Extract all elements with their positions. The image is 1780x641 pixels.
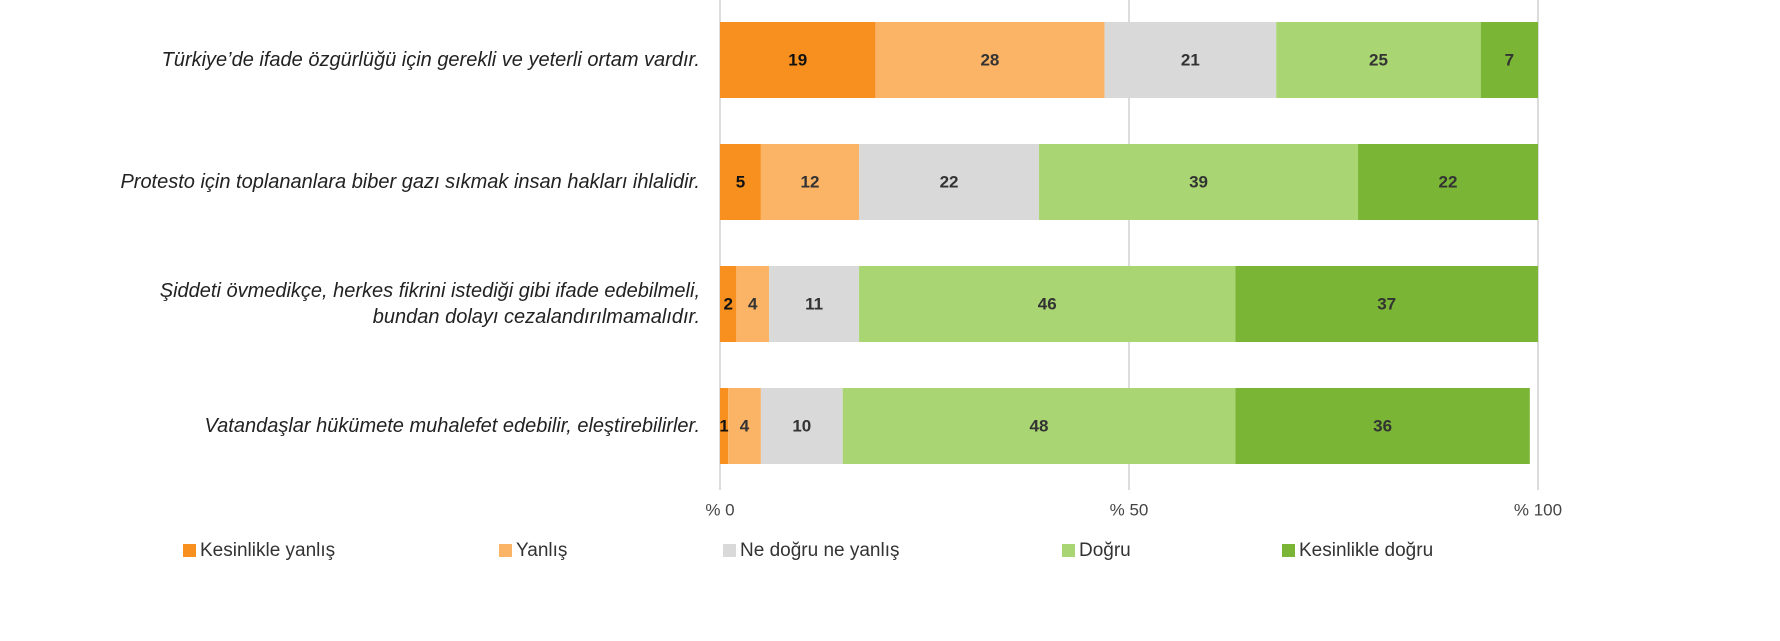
bar-segment [1235,388,1530,464]
data-label: 4 [740,416,750,435]
data-label: 1 [719,416,728,435]
bar-segment [1104,22,1277,98]
legend-swatch [1062,544,1075,557]
category-label: Türkiye’de ifade özgürlüğü için gerekli … [161,49,700,71]
legend-label: Ne doğru ne yanlış [740,540,900,561]
data-label: 25 [1369,50,1388,69]
bar-segment [859,144,1040,220]
category-label: Şiddeti övmedikçe, herkes fikrini istedi… [159,280,700,328]
bar-segment [760,144,860,220]
bar-segment [720,22,876,98]
bar-segment [720,266,737,342]
legend-label: Doğru [1079,540,1131,561]
data-label: 46 [1038,294,1057,313]
bar-segment [736,266,770,342]
data-label: 36 [1373,416,1392,435]
bar-segment [1480,22,1538,98]
data-label: 5 [736,172,745,191]
bar-segment [760,388,843,464]
data-label: 12 [801,172,820,191]
data-label: 48 [1030,416,1049,435]
bar-segment [720,144,761,220]
legend-label: Kesinlikle doğru [1299,540,1433,561]
bar-segment [1039,144,1359,220]
bar-segment [728,388,761,464]
category-label: Vatandaşlar hükümete muhalefet edebilir,… [204,415,700,437]
legend-swatch [1282,544,1295,557]
category-label: Protesto için toplananlara biber gazı sı… [120,171,700,193]
data-label: 7 [1505,50,1514,69]
x-tick-label: % 100 [1514,500,1562,519]
data-label: 11 [805,294,823,313]
bar-segment [1235,266,1538,342]
data-label: 4 [748,294,758,313]
bar-segment [720,388,729,464]
bar-segment [875,22,1105,98]
data-label: 22 [940,172,959,191]
data-label: 10 [792,416,811,435]
data-label: 21 [1181,50,1200,69]
data-label: 28 [980,50,999,69]
legend-swatch [499,544,512,557]
data-label: 39 [1189,172,1208,191]
data-label: 19 [788,50,807,69]
bar-segment [1358,144,1538,220]
data-label: 2 [723,294,732,313]
legend-swatch [183,544,196,557]
bar-segment [1276,22,1481,98]
x-tick-label: % 0 [705,500,734,519]
legend-label: Yanlış [516,540,567,561]
bar-segment [769,266,860,342]
bar-segment [842,388,1236,464]
data-label: 37 [1377,294,1396,313]
data-label: 22 [1439,172,1458,191]
legend-label: Kesinlikle yanlış [200,540,335,561]
bar-segment [859,266,1236,342]
legend-swatch [723,544,736,557]
x-tick-label: % 50 [1110,500,1149,519]
